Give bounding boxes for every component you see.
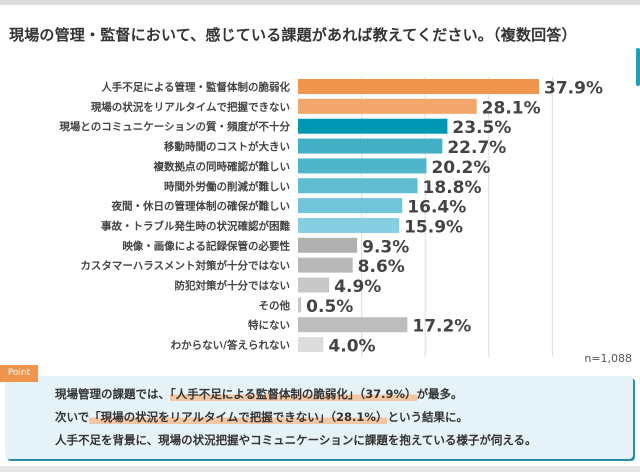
- category-label: 移動時間のコストが大きい: [164, 140, 290, 153]
- bar: [298, 217, 400, 233]
- bar: [298, 198, 403, 214]
- chart-title: 現場の管理・監督において、感じている課題があれば教えてください。（複数回答）: [9, 26, 577, 44]
- value-label: 37.9%: [544, 79, 603, 99]
- point-highlight: 「人手不足による監督体制の脆弱化」（37.9%）: [170, 387, 417, 401]
- bar: [298, 257, 353, 273]
- value-label: 28.1%: [482, 98, 541, 118]
- bar: [298, 317, 408, 333]
- category-label: 現場とのコミュニケーションの質・頻度が不十分: [59, 120, 290, 133]
- value-label: 17.2%: [412, 317, 471, 337]
- point-line-3: 人手不足を背景に、現場の状況把握やコミュニケーションに課題を抱えている様子が伺え…: [55, 433, 537, 447]
- category-label: 特にない: [248, 319, 290, 332]
- category-label: 時間外労働の削減が難しい: [164, 180, 290, 193]
- sample-size: n=1,088: [584, 352, 632, 365]
- category-label: 事故・トラブル発生時の状況確認が困難: [101, 219, 290, 232]
- bar: [298, 297, 302, 313]
- bar: [298, 158, 427, 174]
- bar: [298, 337, 324, 353]
- bar-chart: 人手不足による管理・監督体制の脆弱化 37.9% 現場の状況をリアルタイムで把握でき…: [59, 77, 603, 357]
- scroll-accent: [636, 48, 640, 86]
- bar: [298, 138, 443, 154]
- value-label: 15.9%: [404, 217, 463, 237]
- point-box: 現場管理の課題では、「人手不足による監督体制の脆弱化」（37.9%）が最多。 次…: [5, 376, 633, 459]
- point-line-1: 現場管理の課題では、「人手不足による監督体制の脆弱化」（37.9%）が最多。: [55, 386, 463, 402]
- category-label: 映像・画像による記録保管の必要性: [122, 239, 290, 252]
- value-label: 22.7%: [447, 138, 506, 158]
- category-label: その他: [259, 299, 291, 312]
- category-label: 人手不足による管理・監督体制の脆弱化: [101, 81, 290, 94]
- bar: [298, 118, 448, 134]
- top-band: [0, 0, 640, 5]
- bar: [298, 178, 418, 194]
- category-label: 夜間・休日の管理体制の確保が難しい: [111, 200, 291, 213]
- category-label: 複数拠点の同時確認が難しい: [153, 160, 291, 173]
- point-label: Point: [0, 365, 38, 382]
- point-highlight: 「現場の状況をリアルタイムで把握できない」（28.1%）: [89, 410, 388, 424]
- value-label: 0.5%: [306, 297, 353, 317]
- category-label: 防犯対策が十分ではない: [175, 279, 291, 292]
- bottom-band: [0, 466, 640, 472]
- category-label: 現場の状況をリアルタイムで把握できない: [91, 100, 290, 113]
- bar: [298, 98, 477, 114]
- point-line-2: 次いで「現場の状況をリアルタイムで把握できない」（28.1%）という結果に。: [55, 409, 468, 425]
- category-label: カスタマーハラスメント対策が十分ではない: [80, 259, 290, 272]
- bar: [298, 277, 330, 293]
- value-label: 23.5%: [452, 118, 511, 138]
- value-label: 9.3%: [362, 237, 409, 257]
- value-label: 20.2%: [431, 158, 490, 178]
- point-text: が最多。: [416, 387, 463, 401]
- point-text: 現場管理の課題では、: [55, 387, 170, 401]
- point-text: 次いで: [55, 410, 90, 424]
- value-label: 8.6%: [358, 257, 405, 277]
- bar: [298, 237, 358, 253]
- category-label: わからない/答えられない: [171, 339, 290, 352]
- point-text: という結果に。: [387, 410, 468, 424]
- value-label: 4.0%: [328, 337, 375, 357]
- value-label: 18.8%: [423, 178, 482, 198]
- value-label: 16.4%: [407, 198, 466, 218]
- bar: [298, 79, 539, 94]
- value-label: 4.9%: [334, 277, 381, 297]
